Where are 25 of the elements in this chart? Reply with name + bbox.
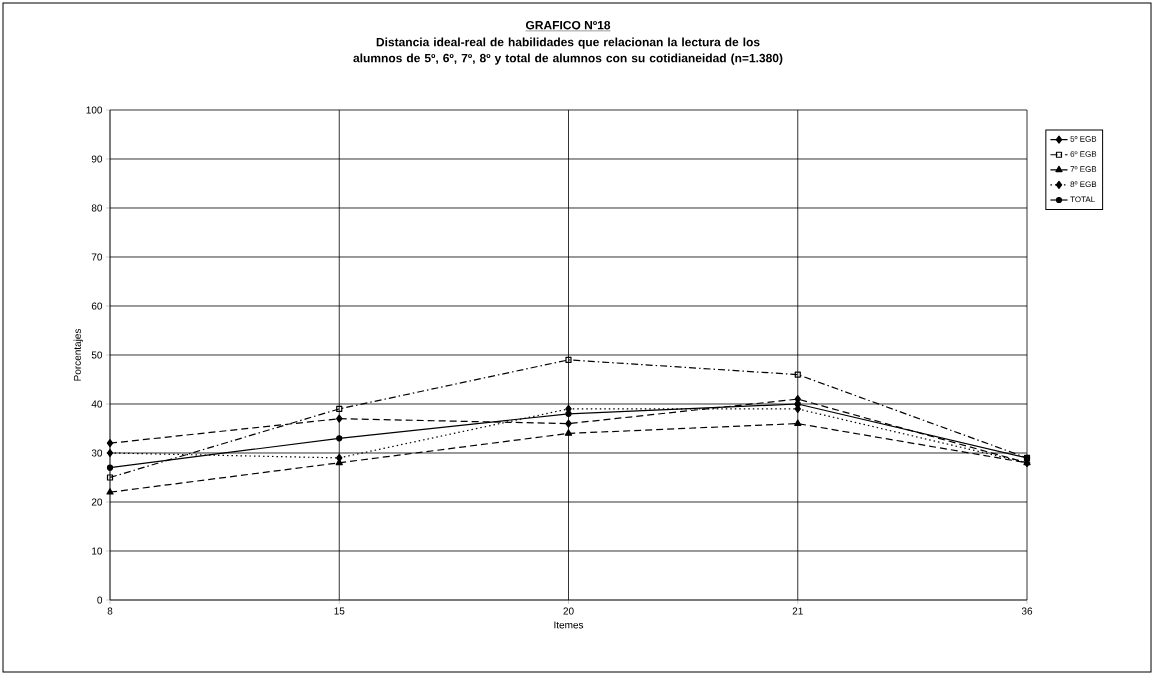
y-tick-label: 10 [92,547,103,555]
x-tick-label: 8 [107,607,113,615]
y-tick-label: 30 [91,449,103,457]
y-tick-label: 60 [91,302,103,310]
x-tick-label: 15 [334,607,345,615]
x-tick-label: 20 [563,607,574,615]
y-tick-label: 40 [91,400,103,408]
legend-label: 7º EGB [1070,166,1097,172]
y-tick-label: 100 [86,106,103,114]
y-tick-label: 70 [91,253,103,261]
x-tick-label: 21 [792,607,803,615]
legend-label: 6º EGB [1070,151,1097,157]
legend-label: 5º EGB [1070,136,1097,142]
chart-title: GRAFICO Nº18 [525,20,611,30]
legend-label: 8º EGB [1070,181,1097,188]
y-tick-label: 20 [91,498,103,506]
x-axis-title: Itemes [554,621,584,629]
y-axis-title: Porcentajes [73,328,83,381]
chart-subtitle: Distancia ideal-real de habilidades que relacionan la lectura de los alumnos de 5º, 6º, 7º, 8º y total de alumnos con su cotidianeidad (n=1.380) [353,37,783,65]
legend-label: TOTAL [1070,196,1095,203]
x-tick-label: 36 [1021,607,1033,615]
y-tick-label: 50 [91,351,103,359]
y-tick-label: 0 [97,596,103,604]
y-tick-label: 80 [91,204,103,212]
y-tick-label: 90 [91,155,103,163]
